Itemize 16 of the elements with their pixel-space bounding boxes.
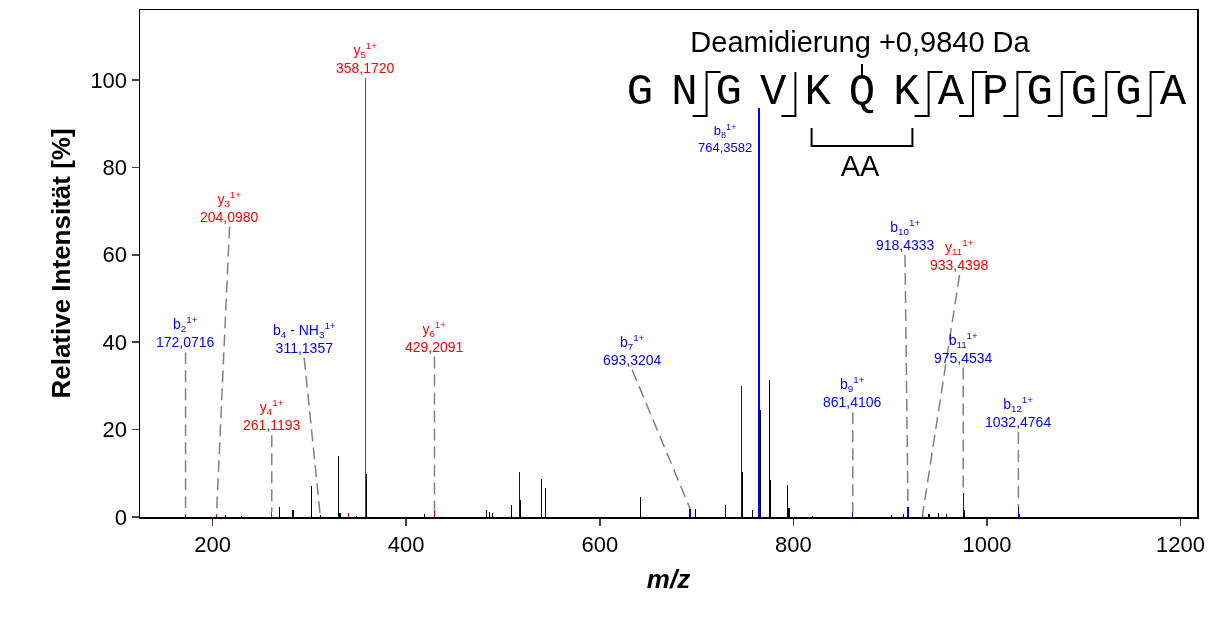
y-tick-label: 80 bbox=[102, 155, 128, 181]
x-tick-label: 600 bbox=[581, 531, 619, 557]
x-tick-label: 1200 bbox=[1156, 531, 1206, 557]
annotation: Deamidierung +0,9840 Da bbox=[690, 26, 1030, 59]
x-axis-title: m/z bbox=[646, 564, 691, 595]
x-tick-label: 1000 bbox=[962, 531, 1012, 557]
y-tick-label: 20 bbox=[102, 417, 128, 443]
y-tick-label: 0 bbox=[114, 504, 128, 530]
x-tick-label: 400 bbox=[387, 531, 425, 557]
y-tick-label: 40 bbox=[102, 329, 128, 355]
annotation: AA bbox=[840, 150, 880, 183]
y-tick-label: 60 bbox=[102, 242, 128, 268]
x-tick-label: 200 bbox=[194, 531, 231, 557]
y-tick-label: 100 bbox=[90, 67, 128, 93]
x-tick-label: 800 bbox=[775, 531, 812, 557]
y-axis-title: Relative Intensität [%] bbox=[46, 128, 77, 399]
